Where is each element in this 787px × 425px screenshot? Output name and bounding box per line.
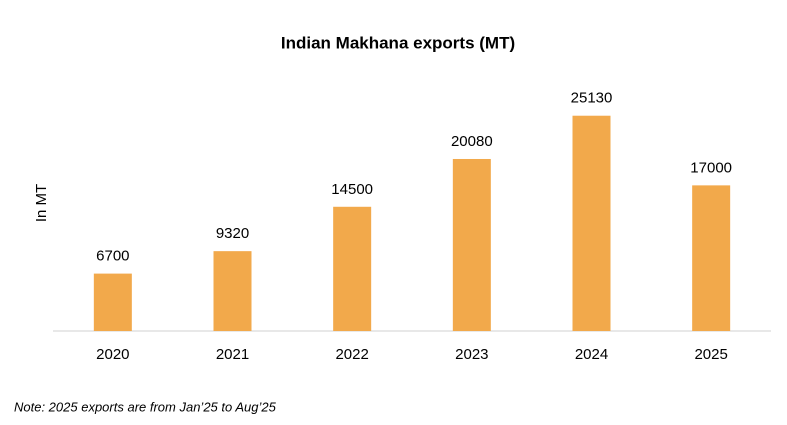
x-tick-label: 2020 bbox=[96, 346, 129, 363]
bar bbox=[692, 185, 731, 331]
bar bbox=[572, 115, 611, 331]
bar bbox=[93, 273, 132, 331]
x-tick-label: 2021 bbox=[216, 346, 249, 363]
data-label: 14500 bbox=[331, 181, 373, 198]
x-tick-label: 2023 bbox=[455, 346, 488, 363]
y-axis-label: In MT bbox=[33, 184, 50, 222]
bar bbox=[452, 158, 491, 331]
data-label: 17000 bbox=[690, 159, 732, 176]
bar bbox=[333, 206, 372, 331]
x-tick-label: 2025 bbox=[694, 346, 727, 363]
note: Note: 2025 exports are from Jan’25 to Au… bbox=[14, 399, 277, 414]
data-label: 9320 bbox=[216, 225, 249, 242]
data-label: 6700 bbox=[96, 248, 129, 265]
chart-title: Indian Makhana exports (MT) bbox=[281, 33, 515, 52]
bar bbox=[213, 251, 252, 331]
data-label: 20080 bbox=[451, 133, 493, 150]
x-tick-label: 2022 bbox=[335, 346, 368, 363]
data-label: 25130 bbox=[571, 90, 613, 107]
x-tick-label: 2024 bbox=[575, 346, 608, 363]
